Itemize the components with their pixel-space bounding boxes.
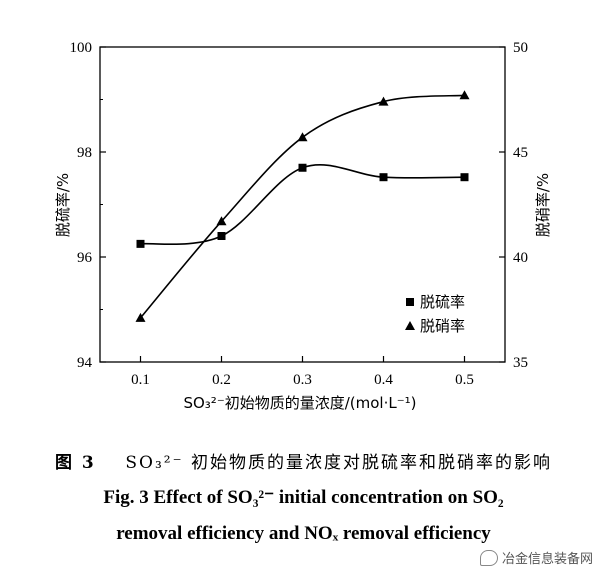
desulfurization-point <box>460 173 469 182</box>
x-axis-label: SO₃²⁻初始物质的量浓度/(mol·L⁻¹) <box>183 394 416 412</box>
y-axis-right-label: 脱硝率/% <box>534 173 552 237</box>
wechat-icon <box>479 549 498 566</box>
denitrification-point <box>216 216 227 226</box>
legend-marker-triangle <box>405 321 415 330</box>
y-right-tick-label: 40 <box>513 250 528 266</box>
chart: 0.1 0.2 0.3 0.4 0.5 94 96 98 100 35 40 45 50 脱硫率/% 脱… <box>54 40 552 412</box>
desulfurization-point <box>217 232 226 240</box>
caption-cn-text: SO₃²⁻ 初始物质的量浓度对脱硫率和脱硝率的影响 <box>125 453 552 473</box>
caption-english-line2: removal efficiency and NOₓ removal effic… <box>116 523 491 544</box>
caption-cn-prefix: 图 3 <box>55 453 96 473</box>
denitrification-point <box>135 312 146 322</box>
y-axis-left-label: 脱硫率/% <box>54 173 72 237</box>
y-left-tick-label: 98 <box>77 145 92 161</box>
x-tick-label: 0.2 <box>212 372 231 388</box>
watermark: 冶金信息装备网 <box>479 548 593 567</box>
y-left-tick-label: 94 <box>77 355 93 371</box>
axis-ticks: 0.1 0.2 0.3 0.4 0.5 94 96 98 100 35 40 45 50 <box>70 40 529 388</box>
desulfurization-line <box>140 164 465 246</box>
denitrification-point <box>378 96 389 106</box>
x-tick-label: 0.5 <box>455 372 474 388</box>
desulfurization-point <box>136 239 145 248</box>
x-tick-label: 0.3 <box>293 372 312 388</box>
plot-frame <box>99 46 506 363</box>
y-right-tick-label: 50 <box>513 40 528 56</box>
desulfurization-point <box>379 173 388 182</box>
caption-english-line1: Fig. 3 Effect of SO₃²⁻ initial concentra… <box>103 487 504 508</box>
caption-chinese: 图 3 SO₃²⁻ 初始物质的量浓度对脱硫率和脱硝率的影响 <box>0 448 607 473</box>
series-layer <box>135 90 470 322</box>
x-tick-label: 0.1 <box>131 372 150 388</box>
denitrification-point <box>459 90 470 100</box>
y-right-tick-label: 45 <box>513 145 528 161</box>
desulfurization-point <box>298 163 307 172</box>
plot-border <box>99 46 506 363</box>
legend-marker-square <box>406 298 414 306</box>
x-tick-label: 0.4 <box>374 372 393 388</box>
y-left-tick-label: 96 <box>77 250 93 266</box>
y-left-tick-label: 100 <box>70 40 93 56</box>
denitrification-line <box>139 94 465 319</box>
denitrification-point <box>297 132 308 142</box>
legend-label-denitrification: 脱硝率 <box>420 317 465 335</box>
y-right-tick-label: 35 <box>513 355 528 371</box>
legend-label-desulfurization: 脱硫率 <box>420 293 465 311</box>
watermark-text: 冶金信息装备网 <box>501 552 593 567</box>
